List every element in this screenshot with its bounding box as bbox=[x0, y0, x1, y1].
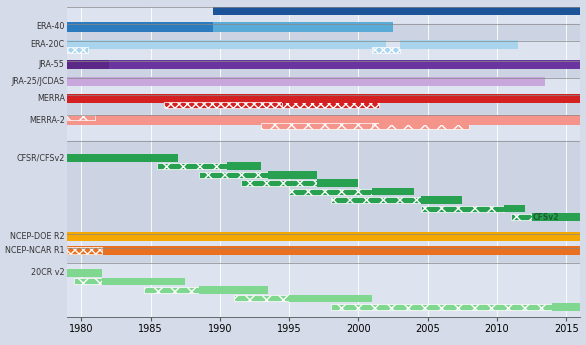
Text: JRA-55: JRA-55 bbox=[39, 60, 65, 69]
Bar bbox=[234, 295, 289, 301]
Bar bbox=[421, 196, 462, 204]
Bar bbox=[511, 214, 532, 220]
Bar bbox=[144, 287, 199, 293]
Text: ERA-40: ERA-40 bbox=[36, 22, 65, 31]
Bar bbox=[268, 171, 317, 178]
Bar bbox=[67, 61, 580, 78]
Bar bbox=[317, 179, 359, 187]
Text: CFSR/CFSv2: CFSR/CFSv2 bbox=[16, 153, 65, 162]
Bar bbox=[213, 22, 393, 32]
Bar bbox=[67, 116, 379, 125]
Bar bbox=[67, 234, 580, 248]
Bar bbox=[372, 188, 414, 196]
Bar bbox=[158, 163, 227, 169]
Bar bbox=[331, 304, 553, 310]
Bar bbox=[504, 205, 524, 213]
Bar bbox=[261, 123, 379, 129]
Bar bbox=[532, 213, 580, 221]
Bar bbox=[67, 60, 109, 69]
Bar bbox=[165, 102, 282, 108]
Text: ERA-20C: ERA-20C bbox=[30, 40, 65, 49]
Text: MERRA: MERRA bbox=[37, 94, 65, 103]
Bar bbox=[67, 115, 95, 120]
Bar bbox=[67, 141, 580, 234]
Bar bbox=[282, 102, 379, 108]
Bar bbox=[282, 94, 580, 103]
Bar bbox=[67, 246, 580, 255]
Bar bbox=[553, 303, 580, 311]
Bar bbox=[241, 180, 317, 186]
Bar bbox=[227, 162, 261, 170]
Bar bbox=[67, 248, 580, 263]
Bar bbox=[67, 95, 580, 116]
Text: NCEP-NCAR R1: NCEP-NCAR R1 bbox=[5, 246, 65, 255]
Bar bbox=[199, 286, 268, 294]
Bar bbox=[67, 24, 580, 41]
Bar bbox=[67, 77, 546, 86]
Bar bbox=[67, 232, 580, 241]
Bar bbox=[372, 48, 400, 53]
Bar bbox=[331, 197, 421, 203]
Bar bbox=[261, 5, 580, 15]
Bar bbox=[372, 123, 469, 129]
Bar bbox=[379, 116, 483, 125]
Text: CFSv2: CFSv2 bbox=[533, 213, 560, 221]
Text: MERRA-2: MERRA-2 bbox=[29, 116, 65, 125]
Bar bbox=[67, 94, 282, 103]
Bar bbox=[67, 116, 580, 141]
Bar bbox=[67, 41, 580, 61]
Bar bbox=[67, 263, 580, 317]
Text: NCEP-DOE R2: NCEP-DOE R2 bbox=[10, 232, 65, 241]
Bar bbox=[213, 5, 261, 15]
Bar bbox=[421, 206, 504, 211]
Bar bbox=[67, 7, 580, 24]
Bar bbox=[74, 278, 102, 284]
Text: JRA-25/JCDAS: JRA-25/JCDAS bbox=[12, 77, 65, 86]
Bar bbox=[476, 116, 580, 125]
Bar bbox=[102, 277, 185, 285]
Bar bbox=[67, 78, 580, 95]
Bar bbox=[289, 189, 372, 195]
Bar bbox=[400, 40, 518, 49]
Bar bbox=[67, 154, 178, 161]
Bar bbox=[199, 172, 268, 178]
Bar bbox=[67, 40, 386, 49]
Bar bbox=[67, 22, 213, 32]
Bar bbox=[109, 60, 580, 69]
Bar bbox=[67, 247, 102, 254]
Bar bbox=[67, 269, 102, 277]
Text: 20CR v2: 20CR v2 bbox=[31, 268, 65, 277]
Bar bbox=[289, 295, 372, 302]
Bar bbox=[67, 48, 88, 53]
